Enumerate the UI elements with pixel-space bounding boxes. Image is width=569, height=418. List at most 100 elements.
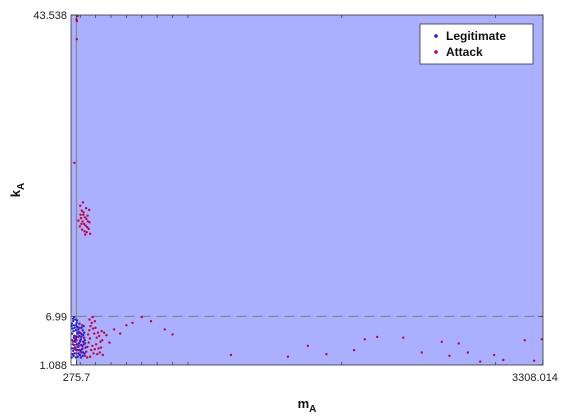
point-attack bbox=[102, 331, 106, 334]
point-attack bbox=[82, 222, 86, 226]
point-attack bbox=[448, 354, 451, 357]
point-attack bbox=[149, 320, 153, 323]
point-attack bbox=[95, 336, 98, 339]
point-attack bbox=[96, 331, 100, 334]
point-attack bbox=[80, 209, 84, 212]
point-attack bbox=[73, 161, 76, 165]
point-attack bbox=[91, 315, 94, 319]
point-attack bbox=[119, 332, 122, 335]
point-attack bbox=[87, 341, 90, 344]
point-attack bbox=[75, 352, 78, 355]
point-legitimate bbox=[77, 328, 80, 331]
point-attack bbox=[80, 324, 84, 327]
legend: Legitimate Attack bbox=[419, 23, 534, 65]
point-attack bbox=[85, 231, 88, 234]
point-legitimate bbox=[74, 356, 77, 359]
point-attack bbox=[74, 348, 77, 351]
point-attack bbox=[90, 348, 93, 352]
point-attack bbox=[363, 338, 366, 341]
point-attack bbox=[86, 333, 90, 336]
x-tick-label: 275.7 bbox=[63, 372, 91, 384]
point-attack bbox=[96, 353, 99, 356]
point-attack bbox=[457, 342, 460, 345]
point-legitimate bbox=[77, 342, 81, 345]
point-legitimate bbox=[82, 340, 85, 343]
point-attack bbox=[376, 335, 379, 339]
point-attack bbox=[76, 335, 80, 339]
point-attack bbox=[93, 320, 97, 323]
point-legitimate bbox=[75, 321, 78, 325]
y-tick-label: 43.538 bbox=[33, 10, 67, 22]
point-attack bbox=[87, 227, 90, 231]
point-attack bbox=[75, 339, 78, 342]
point-attack bbox=[479, 360, 482, 363]
point-attack bbox=[91, 344, 94, 348]
point-attack bbox=[93, 348, 97, 351]
point-attack bbox=[325, 353, 328, 356]
y-axis-label-sub: A bbox=[16, 183, 27, 190]
point-attack bbox=[75, 38, 79, 41]
point-attack bbox=[420, 351, 423, 354]
plot-frame bbox=[70, 14, 544, 366]
point-attack bbox=[89, 324, 92, 328]
point-legitimate bbox=[78, 348, 81, 352]
point-legitimate bbox=[83, 352, 86, 355]
y-axis-label: kA bbox=[8, 183, 27, 197]
point-attack bbox=[98, 351, 102, 354]
point-attack bbox=[94, 326, 97, 329]
point-attack bbox=[97, 347, 100, 350]
x-tick-label: 3308.014 bbox=[512, 372, 558, 384]
point-attack bbox=[82, 336, 86, 339]
legitimate-region bbox=[71, 316, 77, 365]
point-legitimate bbox=[75, 319, 79, 322]
point-attack bbox=[83, 216, 87, 219]
point-attack bbox=[108, 341, 111, 344]
point-attack bbox=[84, 207, 88, 210]
point-attack bbox=[82, 343, 86, 346]
point-attack bbox=[100, 329, 103, 333]
point-attack bbox=[98, 334, 101, 338]
point-attack bbox=[99, 346, 103, 349]
point-attack bbox=[81, 201, 85, 204]
point-attack bbox=[90, 321, 94, 325]
point-attack bbox=[85, 350, 88, 353]
point-legitimate bbox=[77, 352, 80, 355]
point-attack bbox=[89, 232, 92, 235]
x-axis-label-sub: A bbox=[309, 404, 316, 415]
point-attack bbox=[75, 19, 79, 23]
point-legitimate bbox=[79, 338, 83, 341]
detection-region bbox=[71, 15, 543, 365]
axis-ticks bbox=[71, 14, 544, 366]
point-attack bbox=[81, 347, 84, 350]
point-attack bbox=[125, 324, 128, 327]
point-attack bbox=[84, 233, 87, 236]
point-attack bbox=[86, 214, 89, 217]
x-axis-label: mA bbox=[298, 396, 317, 415]
legend-marker-legitimate bbox=[434, 34, 438, 38]
point-attack bbox=[131, 321, 134, 325]
point-legitimate bbox=[80, 326, 83, 329]
point-attack bbox=[80, 351, 83, 354]
point-attack bbox=[502, 358, 505, 362]
point-legitimate bbox=[73, 326, 76, 329]
point-attack bbox=[88, 318, 91, 321]
point-legitimate bbox=[81, 329, 84, 332]
point-attack bbox=[82, 211, 85, 214]
point-attack bbox=[286, 355, 290, 358]
point-legitimate bbox=[72, 324, 76, 327]
legend-label-attack: Attack bbox=[446, 45, 483, 59]
point-attack bbox=[82, 213, 85, 216]
point-attack bbox=[85, 217, 88, 221]
point-legitimate bbox=[79, 356, 83, 359]
point-legitimate bbox=[72, 354, 75, 357]
point-legitimate bbox=[72, 349, 75, 353]
point-attack bbox=[466, 351, 470, 354]
point-legitimate bbox=[83, 339, 87, 342]
point-attack bbox=[492, 353, 496, 357]
point-attack bbox=[306, 344, 310, 348]
point-attack bbox=[532, 359, 536, 362]
legend-label-legitimate: Legitimate bbox=[446, 29, 506, 43]
point-attack bbox=[80, 222, 83, 226]
point-legitimate bbox=[73, 352, 76, 355]
